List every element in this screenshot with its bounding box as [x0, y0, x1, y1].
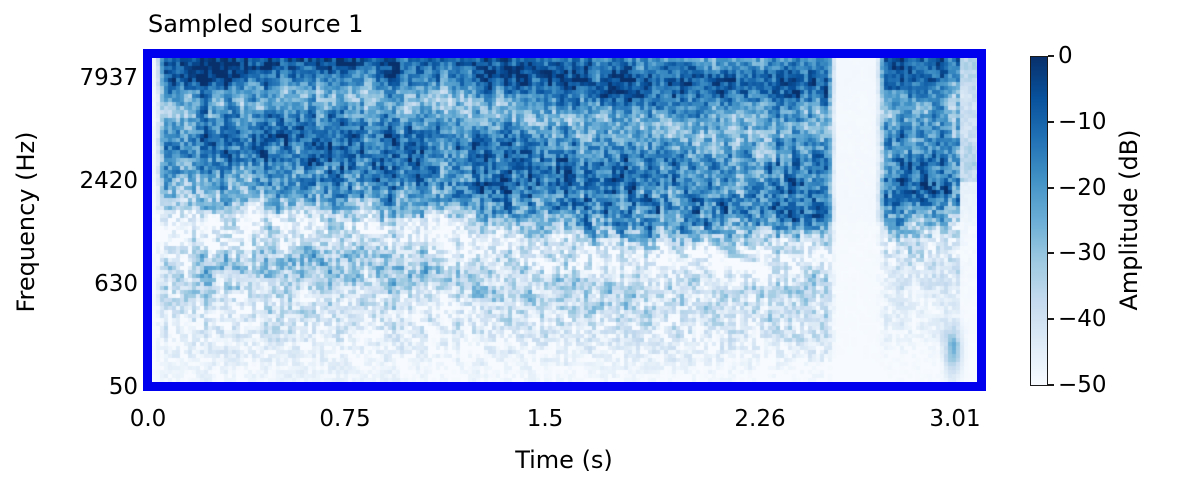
x-tick-label-2.26: 2.26 — [734, 406, 786, 432]
x-tick-label-0.75: 0.75 — [319, 406, 371, 432]
colorbar-tick-mark — [1048, 55, 1054, 57]
colorbar-tick-mark — [1048, 252, 1054, 254]
spectrogram-heatmap — [152, 58, 977, 382]
y-tick-label-630: 630 — [94, 271, 138, 297]
colorbar-axis-label: Amplitude (dB) — [1115, 129, 1143, 311]
colorbar-gradient — [1030, 56, 1048, 386]
y-tick-label-2420: 2420 — [79, 168, 138, 194]
chart-title: Sampled source 1 — [148, 10, 364, 38]
colorbar-tick-mark — [1048, 318, 1054, 320]
y-tick-label-50: 50 — [108, 374, 138, 400]
x-axis-label: Time (s) — [515, 446, 613, 474]
y-tick-label-7937: 7937 — [79, 65, 138, 91]
colorbar-tick-label--20: −20 — [1058, 175, 1107, 201]
colorbar-tick-mark — [1048, 121, 1054, 123]
colorbar-tick-mark — [1048, 187, 1054, 189]
colorbar-tick-mark — [1048, 384, 1054, 386]
x-tick-label-0.0: 0.0 — [129, 406, 167, 432]
colorbar-tick-label--30: −30 — [1058, 240, 1107, 266]
colorbar-tick-label--40: −40 — [1058, 306, 1107, 332]
x-tick-label-1.5: 1.5 — [526, 406, 564, 432]
colorbar-tick-label--50: −50 — [1058, 372, 1107, 398]
colorbar-tick-label-0: 0 — [1058, 43, 1073, 69]
x-tick-label-3.01: 3.01 — [929, 406, 981, 432]
colorbar-tick-label--10: −10 — [1058, 109, 1107, 135]
y-axis-label: Frequency (Hz) — [12, 131, 40, 313]
